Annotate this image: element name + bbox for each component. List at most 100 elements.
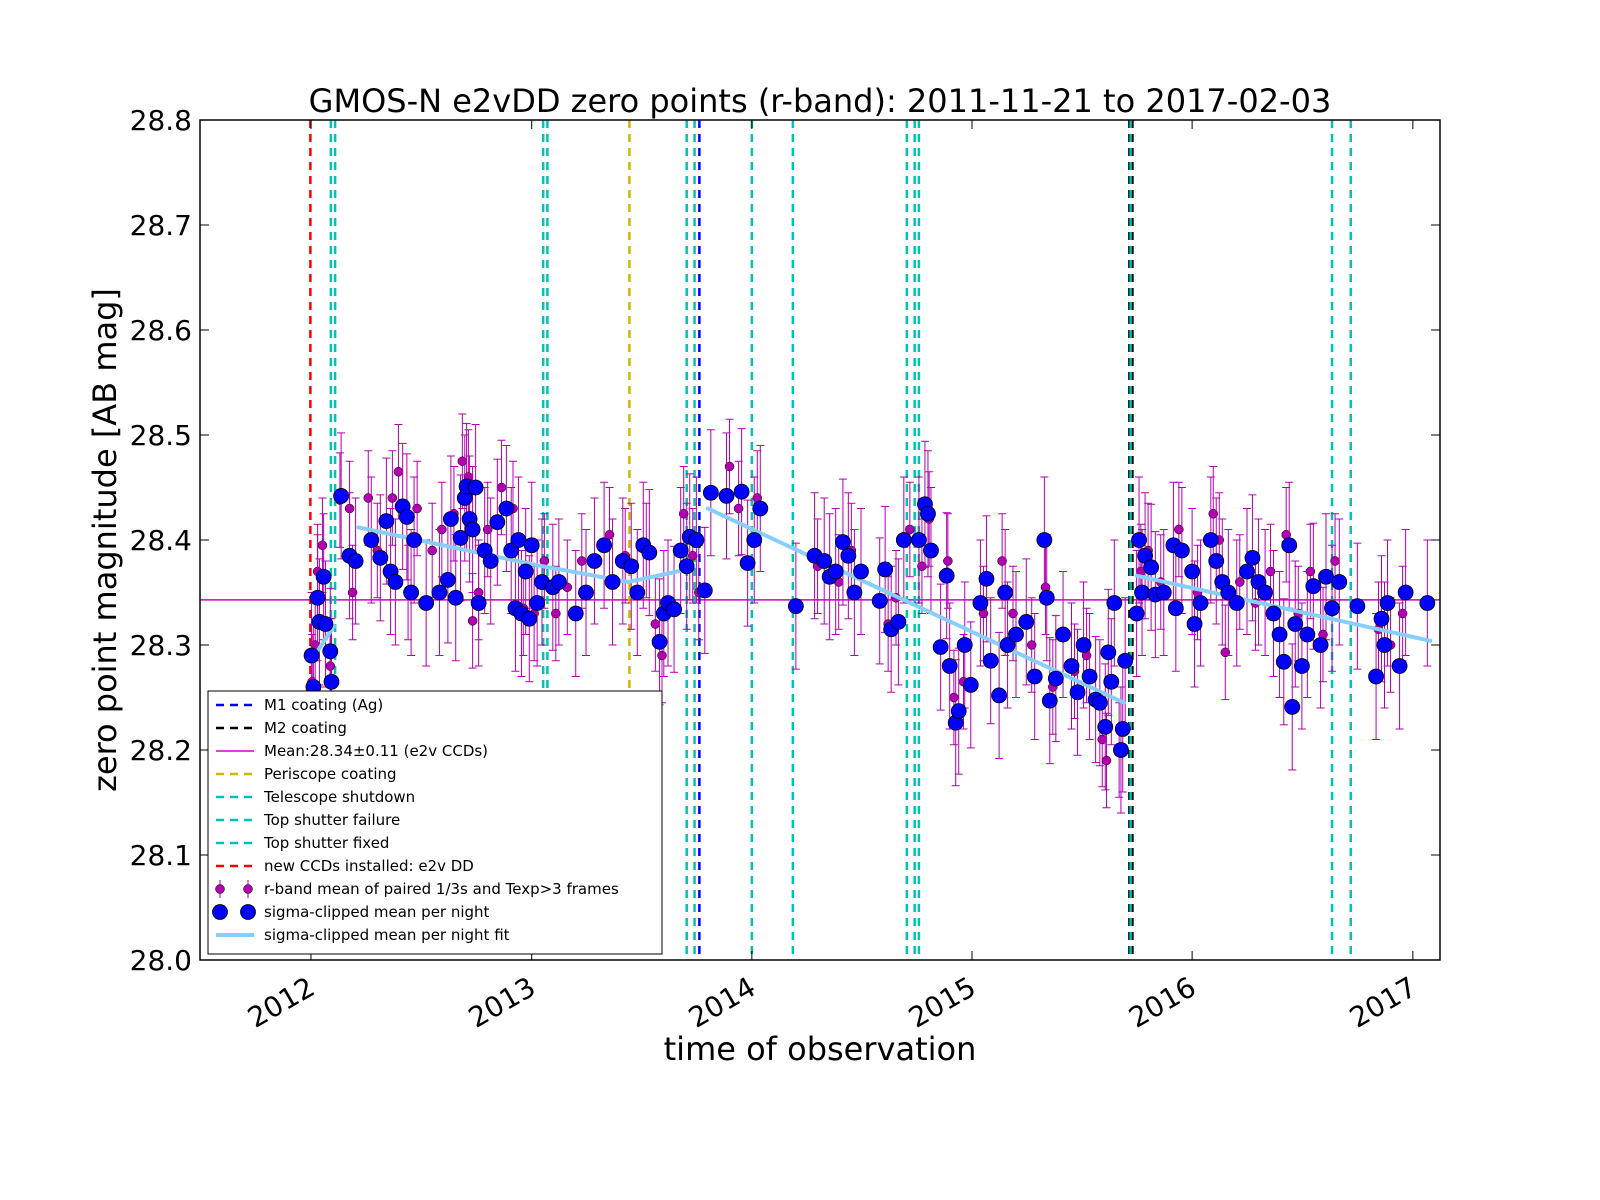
fit-line bbox=[1134, 573, 1433, 643]
night-point bbox=[1026, 668, 1043, 685]
night-point bbox=[1155, 584, 1172, 601]
legend-label: M2 coating bbox=[264, 719, 347, 737]
night-point bbox=[1397, 584, 1414, 601]
y-tick-label: 28.0 bbox=[130, 944, 192, 977]
y-tick-label: 28.7 bbox=[130, 209, 192, 242]
night-point bbox=[1047, 670, 1064, 687]
night-point bbox=[521, 610, 538, 627]
night-point bbox=[1041, 692, 1058, 709]
night-point bbox=[920, 505, 936, 522]
night-point bbox=[739, 555, 756, 571]
y-tick-label: 28.6 bbox=[130, 314, 192, 347]
night-point bbox=[1113, 742, 1129, 758]
frame-point bbox=[457, 456, 468, 466]
night-point bbox=[1257, 584, 1273, 601]
night-point bbox=[1167, 600, 1184, 617]
night-point bbox=[1281, 537, 1298, 554]
frame-point bbox=[678, 509, 689, 519]
night-point bbox=[938, 567, 955, 584]
night-point bbox=[452, 530, 469, 546]
night-point bbox=[1117, 652, 1134, 669]
frame-point bbox=[347, 587, 358, 598]
night-point bbox=[1324, 600, 1340, 617]
night-point bbox=[629, 584, 646, 601]
night-point bbox=[1100, 644, 1117, 661]
night-point bbox=[991, 687, 1008, 704]
night-point bbox=[1018, 614, 1035, 630]
night-point bbox=[956, 637, 973, 653]
frame-point bbox=[905, 524, 915, 535]
frame-point bbox=[551, 608, 561, 619]
night-point bbox=[1128, 605, 1145, 622]
night-point bbox=[1293, 658, 1310, 674]
night-point bbox=[1081, 668, 1098, 685]
frame-point bbox=[657, 650, 667, 661]
night-point bbox=[323, 673, 340, 690]
night-point bbox=[1143, 559, 1160, 576]
night-point bbox=[447, 589, 464, 606]
legend-swatch bbox=[243, 884, 253, 894]
night-point bbox=[1349, 598, 1366, 615]
night-point bbox=[309, 589, 326, 606]
y-tick-label: 28.3 bbox=[130, 629, 192, 662]
night-point bbox=[489, 514, 506, 531]
frame-point bbox=[1220, 647, 1231, 658]
night-point bbox=[1368, 668, 1384, 685]
frame-point bbox=[577, 556, 587, 566]
legend-label: Top shutter failure bbox=[263, 811, 400, 829]
night-point bbox=[1391, 658, 1408, 674]
frame-point bbox=[650, 619, 661, 629]
legend-label: M1 coating (Ag) bbox=[264, 696, 383, 714]
night-point bbox=[672, 542, 689, 559]
night-point bbox=[641, 544, 658, 561]
legend-label: r-band mean of paired 1/3s and Texp>3 fr… bbox=[264, 880, 619, 898]
y-tick-label: 28.1 bbox=[130, 839, 192, 872]
night-point bbox=[418, 595, 435, 611]
night-point bbox=[890, 614, 907, 630]
fit-line bbox=[705, 506, 1126, 705]
night-point bbox=[387, 574, 404, 590]
night-point bbox=[529, 595, 546, 611]
frame-point bbox=[1008, 608, 1018, 619]
night-point bbox=[406, 532, 423, 548]
frame-point bbox=[317, 540, 328, 550]
night-point bbox=[464, 521, 481, 538]
night-point bbox=[442, 511, 459, 527]
night-point bbox=[1318, 568, 1334, 585]
night-point bbox=[470, 595, 487, 611]
night-point bbox=[303, 647, 320, 664]
night-point bbox=[871, 593, 888, 609]
night-point bbox=[1075, 637, 1092, 653]
night-point bbox=[678, 558, 695, 575]
night-point bbox=[1379, 595, 1396, 611]
frame-point bbox=[1174, 524, 1184, 535]
legend-swatch bbox=[215, 884, 225, 894]
frame-point bbox=[1235, 577, 1245, 587]
night-point bbox=[787, 598, 804, 615]
night-point bbox=[1103, 673, 1120, 690]
night-point bbox=[651, 633, 668, 650]
legend-label: Mean:28.34±0.11 (e2v CCDs) bbox=[264, 742, 488, 760]
night-point bbox=[733, 483, 750, 500]
night-point bbox=[439, 572, 456, 588]
night-point bbox=[1275, 653, 1292, 670]
legend-label: new CCDs installed: e2v DD bbox=[264, 857, 474, 875]
night-point bbox=[1265, 605, 1282, 622]
legend-box bbox=[207, 690, 663, 955]
night-point bbox=[363, 532, 380, 548]
night-point bbox=[1184, 563, 1201, 580]
legend-swatch bbox=[212, 904, 228, 920]
y-tick-label: 28.4 bbox=[130, 524, 192, 557]
night-point bbox=[431, 584, 448, 601]
night-point bbox=[315, 568, 332, 585]
night-point bbox=[835, 534, 851, 550]
night-point bbox=[1287, 616, 1304, 632]
legend-label: Top shutter fixed bbox=[263, 834, 389, 852]
night-point bbox=[510, 532, 527, 548]
night-point bbox=[586, 553, 603, 569]
night-point bbox=[895, 532, 912, 548]
y-tick-label: 28.2 bbox=[130, 734, 192, 767]
night-point bbox=[467, 479, 484, 496]
night-point bbox=[403, 584, 419, 601]
frame-point bbox=[412, 503, 422, 514]
